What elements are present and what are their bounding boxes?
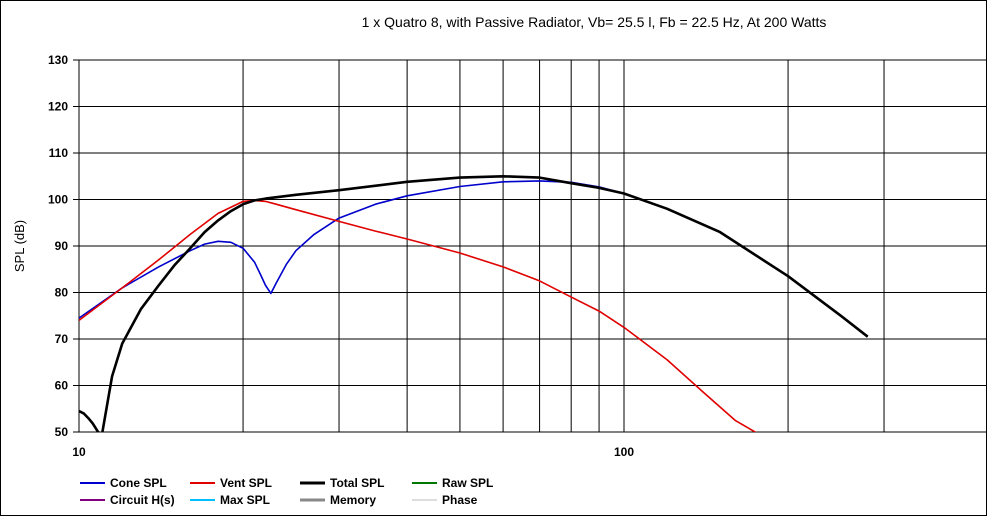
x-tick-label: 10 — [72, 445, 86, 459]
legend-label: Cone SPL — [110, 476, 167, 490]
legend-label: Circuit H(s) — [110, 493, 175, 507]
y-tick-label: 70 — [55, 332, 69, 346]
legend-label: Memory — [330, 493, 376, 507]
y-tick-label: 60 — [55, 379, 69, 393]
x-tick-label: 100 — [614, 445, 634, 459]
y-tick-label: 110 — [49, 146, 69, 160]
y-tick-label: 80 — [55, 286, 69, 300]
y-tick-label: 130 — [48, 53, 68, 67]
spl-chart: 1 x Quatro 8, with Passive Radiator, Vb=… — [0, 0, 987, 516]
legend-label: Max SPL — [220, 493, 270, 507]
y-axis-label: SPL (dB) — [12, 220, 27, 272]
legend-label: Raw SPL — [442, 476, 493, 490]
series-line-cone-spl — [79, 181, 868, 337]
y-tick-label: 100 — [48, 193, 68, 207]
chart-title: 1 x Quatro 8, with Passive Radiator, Vb=… — [362, 14, 827, 30]
series-group — [79, 176, 868, 436]
y-tick-label: 50 — [55, 425, 69, 439]
y-tick-label: 120 — [48, 100, 68, 114]
legend-label: Phase — [442, 493, 478, 507]
series-line-vent-spl — [79, 200, 763, 436]
legend-label: Total SPL — [330, 476, 384, 490]
y-tick-label: 90 — [55, 239, 69, 253]
legend-label: Vent SPL — [220, 476, 272, 490]
series-line-total-spl-low-tail — [79, 411, 102, 437]
